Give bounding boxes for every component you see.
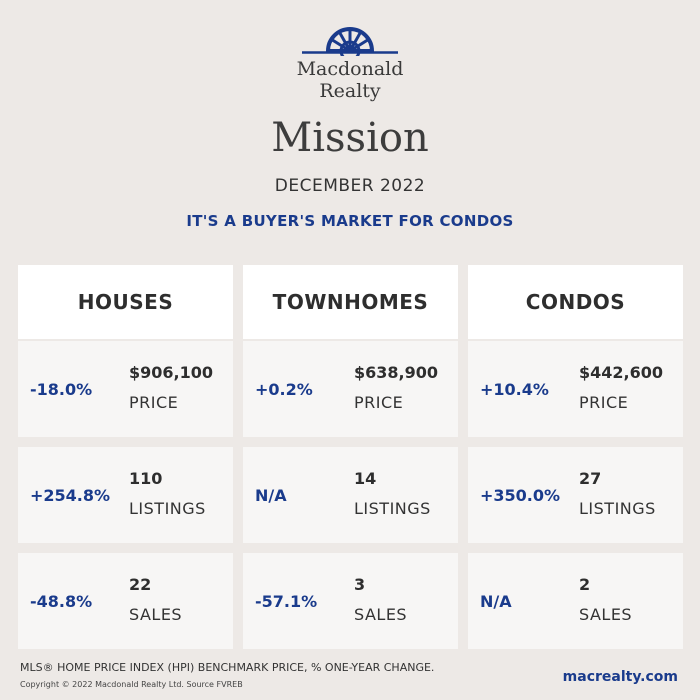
price-card: -18.0% $906,100 PRICE bbox=[18, 341, 233, 437]
listings-value: 27 bbox=[579, 469, 602, 488]
column-title: HOUSES bbox=[18, 265, 233, 339]
price-card: +0.2% $638,900 PRICE bbox=[243, 341, 458, 437]
brand-name-line2: Realty bbox=[319, 80, 381, 102]
listings-value: 14 bbox=[354, 469, 377, 488]
city-title: Mission bbox=[271, 115, 429, 161]
sales-value: 22 bbox=[129, 575, 152, 594]
listings-label: LISTINGS bbox=[354, 499, 431, 518]
sales-change: -48.8% bbox=[30, 591, 93, 611]
listings-card: N/A 14 LISTINGS bbox=[243, 447, 458, 543]
sales-label: SALES bbox=[129, 605, 183, 624]
price-value: $442,600 bbox=[579, 363, 664, 382]
sales-value: 3 bbox=[354, 575, 366, 594]
townhomes-column: TOWNHOMES +0.2% $638,900 PRICE N/A 14 LI… bbox=[243, 265, 458, 649]
listings-change: +350.0% bbox=[480, 485, 561, 505]
listings-change: N/A bbox=[255, 485, 287, 505]
brand-name-line1: Macdonald bbox=[296, 58, 404, 80]
hpi-footnote: MLS® HOME PRICE INDEX (HPI) BENCHMARK PR… bbox=[20, 661, 435, 674]
price-card: +10.4% $442,600 PRICE bbox=[468, 341, 683, 437]
price-change: +0.2% bbox=[255, 379, 313, 399]
sales-card: -57.1% 3 SALES bbox=[243, 553, 458, 649]
website-link[interactable]: macrealty.com bbox=[562, 669, 678, 685]
listings-value: 110 bbox=[129, 469, 163, 488]
brand-name: Macdonald Realty bbox=[0, 58, 700, 102]
sales-change: N/A bbox=[480, 591, 512, 611]
brand-logo: Macdonald Realty bbox=[0, 22, 700, 102]
report-date: DECEMBER 2022 bbox=[274, 176, 426, 196]
copyright-notice: Copyright © 2022 Macdonald Realty Ltd. S… bbox=[20, 680, 243, 689]
price-change: -18.0% bbox=[30, 379, 93, 399]
price-label: PRICE bbox=[354, 393, 404, 412]
sales-label: SALES bbox=[579, 605, 633, 624]
listings-card: +254.8% 110 LISTINGS bbox=[18, 447, 233, 543]
listings-card: +350.0% 27 LISTINGS bbox=[468, 447, 683, 543]
listings-label: LISTINGS bbox=[579, 499, 656, 518]
sales-card: -48.8% 22 SALES bbox=[18, 553, 233, 649]
price-value: $906,100 bbox=[129, 363, 214, 382]
sales-label: SALES bbox=[354, 605, 408, 624]
price-value: $638,900 bbox=[354, 363, 439, 382]
price-label: PRICE bbox=[579, 393, 629, 412]
market-headline: IT'S A BUYER'S MARKET FOR CONDOS bbox=[186, 212, 514, 230]
price-change: +10.4% bbox=[480, 379, 549, 399]
listings-label: LISTINGS bbox=[129, 499, 206, 518]
column-title: CONDOS bbox=[468, 265, 683, 339]
sunburst-arch-logo-icon bbox=[302, 27, 398, 56]
price-label: PRICE bbox=[129, 393, 179, 412]
houses-column: HOUSES -18.0% $906,100 PRICE +254.8% 110… bbox=[18, 265, 233, 649]
column-title: TOWNHOMES bbox=[243, 265, 458, 339]
condos-column: CONDOS +10.4% $442,600 PRICE +350.0% 27 … bbox=[468, 265, 683, 649]
sales-change: -57.1% bbox=[255, 591, 318, 611]
listings-change: +254.8% bbox=[30, 485, 111, 505]
sales-value: 2 bbox=[579, 575, 591, 594]
sales-card: N/A 2 SALES bbox=[468, 553, 683, 649]
